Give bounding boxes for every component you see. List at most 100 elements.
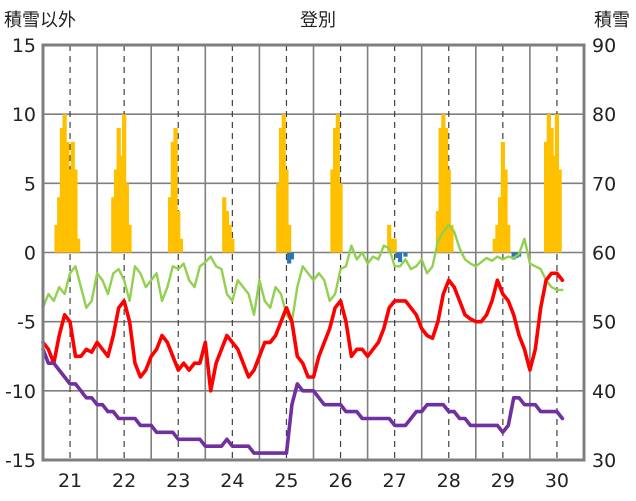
- x-tick: 22: [112, 470, 136, 492]
- bar: [397, 252, 403, 263]
- bar: [57, 197, 62, 253]
- bar: [173, 128, 178, 253]
- y-ticks-left: 15 10 5 0 -5 -10 -15: [5, 35, 36, 472]
- series-lines: [41, 223, 565, 455]
- grid: [43, 45, 584, 460]
- bar: [546, 114, 551, 253]
- x-tick: 28: [437, 470, 461, 492]
- bar: [54, 224, 59, 253]
- bar: [395, 252, 400, 259]
- bar: [503, 169, 508, 253]
- bar: [338, 183, 343, 253]
- bar: [284, 169, 289, 253]
- bar: [438, 128, 443, 253]
- bar: [492, 238, 497, 253]
- y-tick-right: 90: [592, 35, 616, 57]
- bar: [330, 169, 335, 253]
- bar: [441, 114, 446, 253]
- bar: [446, 169, 451, 253]
- y-tick-left: -10: [5, 381, 36, 403]
- bar: [168, 197, 173, 253]
- series-line-3: [41, 271, 565, 393]
- y-tick-left: 0: [24, 243, 36, 265]
- y-tick-right: 40: [592, 381, 616, 403]
- bar: [435, 211, 441, 253]
- y-tick-right: 30: [592, 450, 616, 472]
- bar: [389, 238, 395, 253]
- bar: [498, 197, 503, 253]
- y-tick-right: 70: [592, 173, 616, 195]
- bar: [387, 224, 392, 253]
- x-tick: 21: [58, 470, 82, 492]
- bar: [544, 141, 549, 253]
- bar: [124, 183, 129, 253]
- series-line-2: [41, 223, 564, 323]
- x-tick: 23: [166, 470, 190, 492]
- x-ticks: 21 22 23 24 25 26 27 28 29 30: [58, 470, 569, 492]
- bar: [281, 114, 286, 253]
- bar: [113, 169, 119, 253]
- bar: [111, 197, 116, 253]
- bar: [511, 252, 516, 260]
- x-tick: 25: [274, 470, 298, 492]
- bar: [403, 252, 408, 257]
- y-tick-right: 80: [592, 104, 616, 126]
- x-tick: 26: [328, 470, 352, 492]
- y-tick-left: -5: [17, 312, 36, 334]
- bar: [276, 183, 281, 253]
- y-axis-left-label: 積雪以外: [4, 10, 76, 31]
- x-tick: 29: [491, 470, 515, 492]
- bar: [287, 252, 292, 264]
- chart-title: 登別: [300, 10, 336, 31]
- bar: [392, 238, 397, 253]
- y-tick-left: 15: [12, 35, 36, 57]
- bar: [65, 141, 70, 253]
- bar: [549, 128, 554, 253]
- bar: [335, 114, 340, 253]
- bar: [287, 224, 292, 253]
- bar: [116, 128, 121, 253]
- y-tick-left: -15: [5, 450, 36, 472]
- bar: [278, 128, 284, 253]
- bar: [122, 114, 127, 253]
- bar: [70, 141, 75, 253]
- bar: [289, 252, 294, 260]
- bar: [554, 114, 560, 253]
- bar: [230, 238, 235, 253]
- x-tick: 27: [383, 470, 407, 492]
- y-axis-right-label: 積雪: [594, 10, 630, 31]
- series-line-4: [41, 347, 565, 455]
- bars: [54, 114, 562, 264]
- bar: [62, 114, 67, 253]
- plot-frame: [41, 43, 586, 462]
- bar: [224, 211, 230, 253]
- bar: [557, 169, 562, 253]
- bar: [552, 155, 557, 253]
- bar: [67, 169, 73, 253]
- bar: [119, 155, 124, 253]
- x-tick: 24: [220, 470, 244, 492]
- y-tick-right: 50: [592, 312, 616, 334]
- y-tick-right: 60: [592, 243, 616, 265]
- bar: [73, 169, 78, 253]
- bar: [443, 128, 449, 253]
- y-ticks-right: 90 80 70 60 50 40 30: [592, 35, 616, 472]
- bar: [495, 224, 500, 253]
- bar: [333, 128, 338, 253]
- frame-rect: [41, 43, 586, 462]
- y-tick-left: 5: [24, 173, 36, 195]
- bar: [176, 211, 181, 253]
- y-tick-left: 10: [12, 104, 36, 126]
- bar: [500, 141, 505, 253]
- bar: [449, 224, 454, 253]
- bar: [76, 238, 81, 253]
- x-tick: 30: [545, 470, 569, 492]
- bar: [222, 197, 227, 253]
- bar: [127, 224, 132, 253]
- bar: [59, 128, 65, 253]
- bar: [227, 224, 232, 253]
- bar: [506, 224, 511, 253]
- bar: [170, 141, 175, 253]
- bar: [178, 238, 184, 253]
